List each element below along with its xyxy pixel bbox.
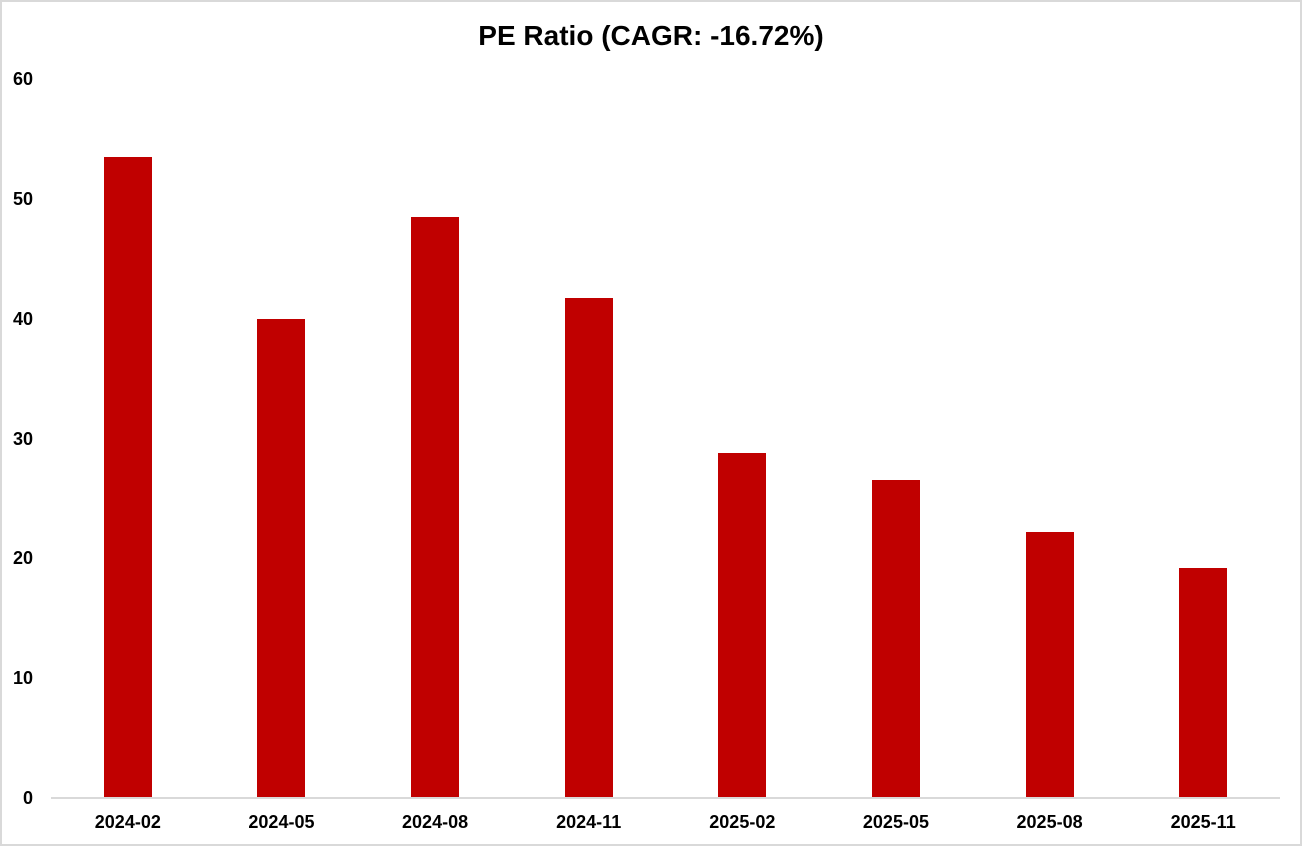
bar xyxy=(718,452,767,798)
x-axis-tick-label: 2024-08 xyxy=(402,812,469,832)
y-axis-tick-label: 10 xyxy=(12,668,33,689)
x-axis-tick-label: 2025-08 xyxy=(1016,812,1083,832)
x-axis-tick-label: 2025-05 xyxy=(862,812,929,832)
y-axis-tick-label: 60 xyxy=(12,69,33,89)
y-axis-tick-label: 50 xyxy=(12,188,33,209)
y-axis-tick-label: 40 xyxy=(12,308,33,329)
bar xyxy=(1025,531,1074,798)
x-axis-tick-label: 2025-11 xyxy=(1170,812,1236,832)
x-axis-tick-label: 2024-02 xyxy=(94,812,161,832)
chart-title: PE Ratio (CAGR: -16.72%) xyxy=(478,20,824,51)
bar xyxy=(871,480,920,798)
y-axis-tick-label: 0 xyxy=(22,788,33,808)
bar xyxy=(1179,567,1228,798)
y-axis-tick-label: 20 xyxy=(12,548,33,569)
x-axis-tick-label: 2025-02 xyxy=(709,812,776,832)
bar xyxy=(564,298,613,798)
x-axis-line xyxy=(51,797,1280,799)
bar xyxy=(257,318,306,798)
x-axis-tick-label: 2024-11 xyxy=(556,812,622,832)
bar xyxy=(411,216,460,798)
y-axis-tick-label: 30 xyxy=(12,428,33,449)
bar xyxy=(103,156,152,798)
x-axis-tick-label: 2024-05 xyxy=(248,812,315,832)
